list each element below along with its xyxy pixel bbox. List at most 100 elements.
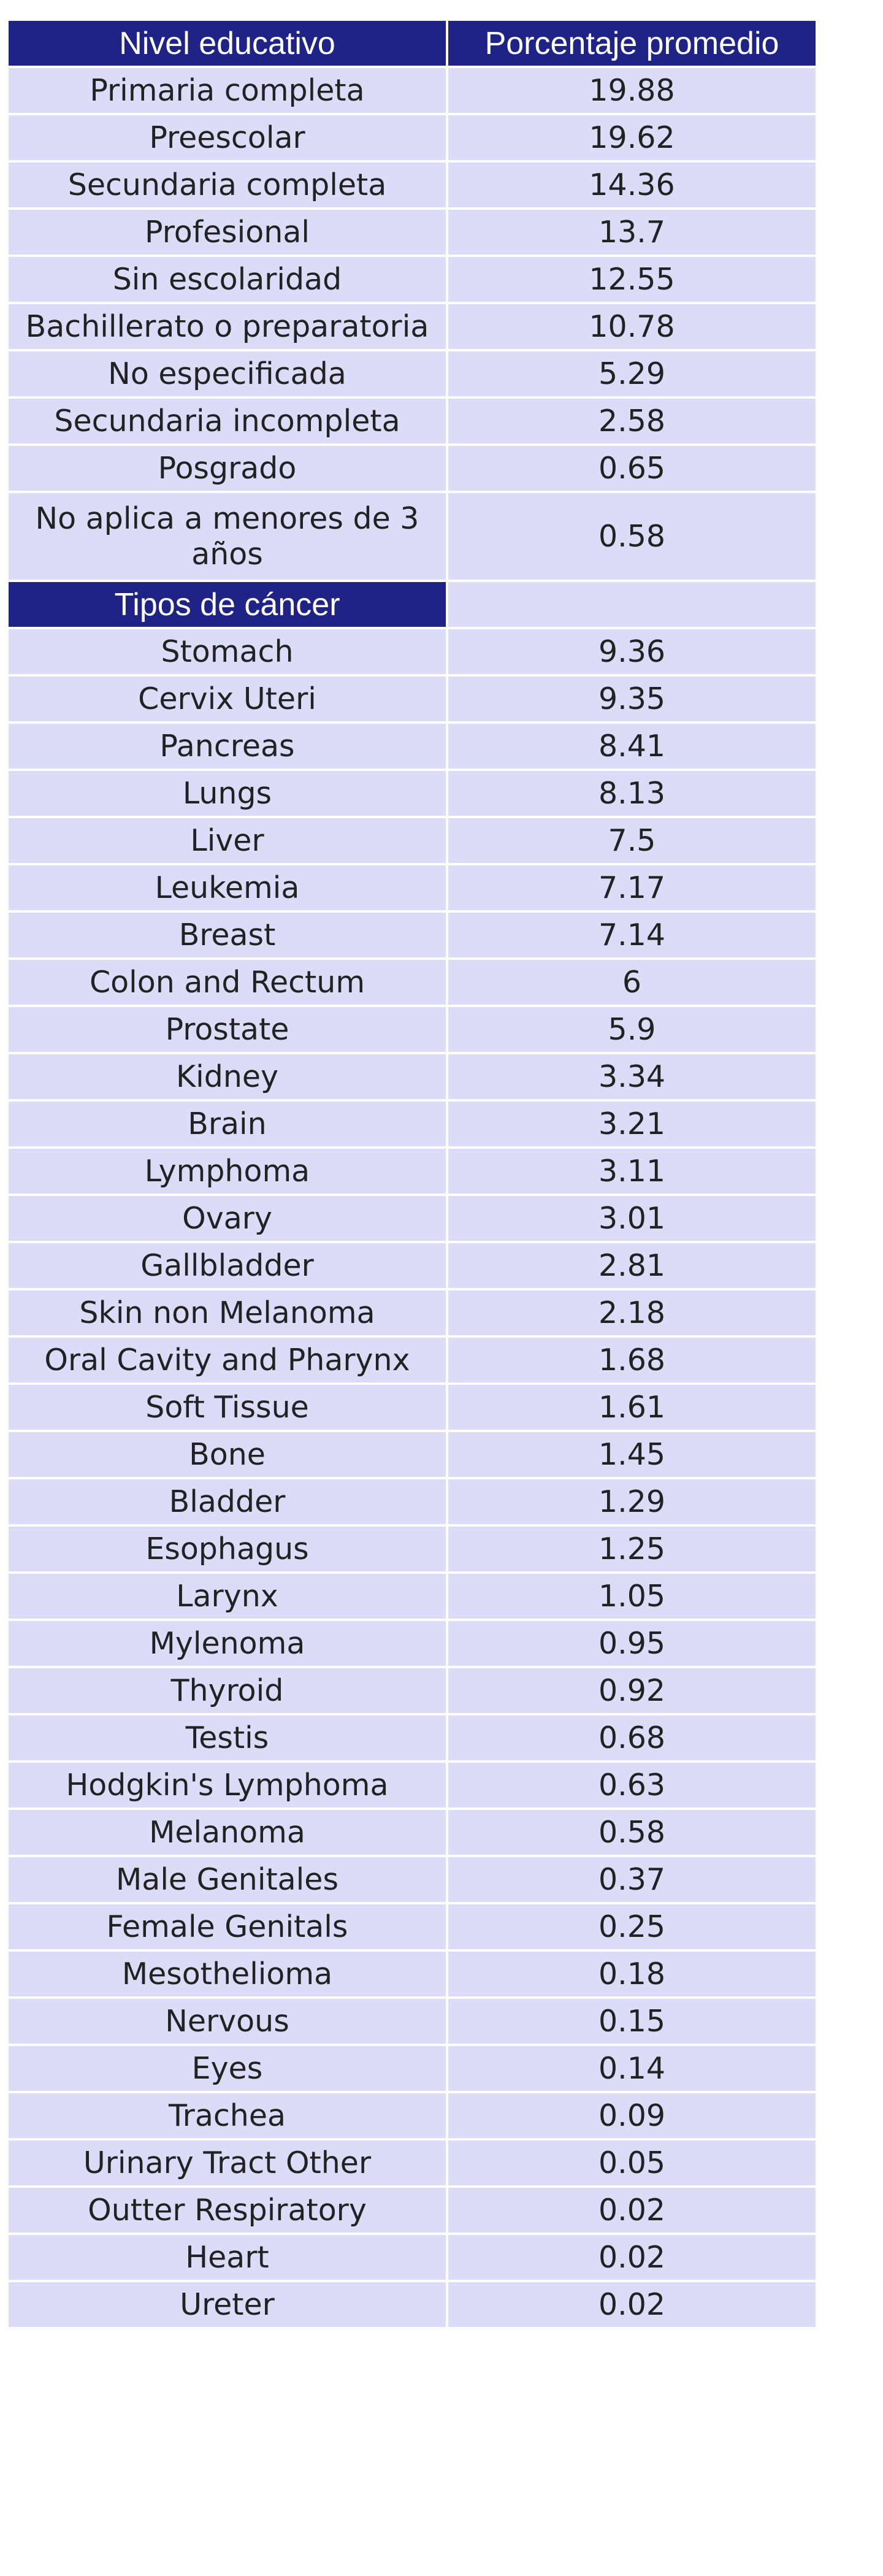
header-empty-cell — [446, 580, 818, 629]
row-value-cell: 0.02 — [446, 2233, 818, 2282]
row-value-cell: 8.41 — [446, 721, 818, 771]
row-label-cell: Kidney — [6, 1052, 448, 1102]
cancer-row: Leukemia 7.17 — [6, 863, 818, 913]
row-value-cell: 1.05 — [446, 1571, 818, 1621]
table-body: Nivel educativo Porcentaje promedio Prim… — [6, 18, 818, 2329]
row-value-cell: 0.14 — [446, 2044, 818, 2093]
row-value-cell: 0.65 — [446, 443, 818, 493]
row-label-cell: No aplica a menores de 3 años — [6, 491, 448, 582]
row-label-cell: Thyroid — [6, 1666, 448, 1715]
row-label-cell: Secundaria incompleta — [6, 396, 448, 446]
cancer-row: Soft Tissue 1.61 — [6, 1382, 818, 1432]
education-row: Sin escolaridad 12.55 — [6, 255, 818, 304]
row-label-cell: Secundaria completa — [6, 160, 448, 210]
row-label-cell: Liver — [6, 816, 448, 865]
header-cancer-types: Tipos de cáncer — [6, 580, 448, 629]
row-value-cell: 1.45 — [446, 1430, 818, 1479]
row-value-cell: 1.61 — [446, 1382, 818, 1432]
cancer-row: Larynx 1.05 — [6, 1571, 818, 1621]
cancer-row: Oral Cavity and Pharynx 1.68 — [6, 1335, 818, 1385]
row-label-cell: Testis — [6, 1713, 448, 1763]
row-label-cell: Oral Cavity and Pharynx — [6, 1335, 448, 1385]
row-label-cell: Stomach — [6, 627, 448, 677]
education-row: Preescolar 19.62 — [6, 113, 818, 163]
row-label-cell: Melanoma — [6, 1807, 448, 1857]
row-value-cell: 5.29 — [446, 349, 818, 399]
row-label-cell: Larynx — [6, 1571, 448, 1621]
cancer-row: Outter Respiratory 0.02 — [6, 2185, 818, 2235]
cancer-row: Prostate 5.9 — [6, 1005, 818, 1054]
row-value-cell: 6 — [446, 957, 818, 1007]
row-value-cell: 7.5 — [446, 816, 818, 865]
row-label-cell: Colon and Rectum — [6, 957, 448, 1007]
row-label-cell: Urinary Tract Other — [6, 2138, 448, 2188]
cancer-row: Melanoma 0.58 — [6, 1807, 818, 1857]
row-label-cell: Preescolar — [6, 113, 448, 163]
cancer-row: Kidney 3.34 — [6, 1052, 818, 1102]
cancer-row: Male Genitales 0.37 — [6, 1855, 818, 1904]
cancer-row: Skin non Melanoma 2.18 — [6, 1288, 818, 1338]
row-label-cell: Bladder — [6, 1477, 448, 1527]
row-label-cell: Bone — [6, 1430, 448, 1479]
cancer-row: Urinary Tract Other 0.05 — [6, 2138, 818, 2188]
row-label-cell: Female Genitals — [6, 1902, 448, 1952]
row-label-cell: Posgrado — [6, 443, 448, 493]
row-label-cell: Gallbladder — [6, 1241, 448, 1290]
header-education-level: Nivel educativo — [6, 18, 448, 68]
row-value-cell: 0.02 — [446, 2185, 818, 2235]
row-label-cell: Outter Respiratory — [6, 2185, 448, 2235]
table-header-row: Nivel educativo Porcentaje promedio — [6, 18, 818, 68]
row-label-cell: Lymphoma — [6, 1146, 448, 1196]
row-label-cell: Ovary — [6, 1194, 448, 1243]
cancer-row: Mylenoma 0.95 — [6, 1619, 818, 1668]
cancer-row: Thyroid 0.92 — [6, 1666, 818, 1715]
cancer-row: Female Genitals 0.25 — [6, 1902, 818, 1952]
row-value-cell: 0.18 — [446, 1949, 818, 1999]
row-label-cell: Sin escolaridad — [6, 255, 448, 304]
row-value-cell: 0.68 — [446, 1713, 818, 1763]
row-value-cell: 0.02 — [446, 2280, 818, 2329]
education-row: Profesional 13.7 — [6, 207, 818, 257]
row-value-cell: 0.92 — [446, 1666, 818, 1715]
row-value-cell: 19.62 — [446, 113, 818, 163]
cancer-row: Lymphoma 3.11 — [6, 1146, 818, 1196]
row-value-cell: 1.25 — [446, 1524, 818, 1574]
row-label-cell: Brain — [6, 1099, 448, 1149]
row-label-cell: Breast — [6, 910, 448, 960]
row-value-cell: 1.29 — [446, 1477, 818, 1527]
row-value-cell: 0.58 — [446, 491, 818, 582]
education-row: Primaria completa 19.88 — [6, 66, 818, 115]
header-average-percentage: Porcentaje promedio — [446, 18, 818, 68]
row-label-cell: Esophagus — [6, 1524, 448, 1574]
row-value-cell: 3.01 — [446, 1194, 818, 1243]
row-value-cell: 9.36 — [446, 627, 818, 677]
row-label-cell: Mesothelioma — [6, 1949, 448, 1999]
cancer-row: Ovary 3.01 — [6, 1194, 818, 1243]
education-row: No especificada 5.29 — [6, 349, 818, 399]
cancer-row: Testis 0.68 — [6, 1713, 818, 1763]
row-value-cell: 7.14 — [446, 910, 818, 960]
row-value-cell: 0.05 — [446, 2138, 818, 2188]
cancer-row: Bone 1.45 — [6, 1430, 818, 1479]
cancer-row: Breast 7.14 — [6, 910, 818, 960]
row-value-cell: 12.55 — [446, 255, 818, 304]
row-label-cell: Mylenoma — [6, 1619, 448, 1668]
cancer-row: Cervix Uteri 9.35 — [6, 674, 818, 724]
cancer-row: Nervous 0.15 — [6, 1996, 818, 2046]
row-value-cell: 2.58 — [446, 396, 818, 446]
cancer-row: Pancreas 8.41 — [6, 721, 818, 771]
row-label-cell: Lungs — [6, 769, 448, 818]
row-label-cell: Profesional — [6, 207, 448, 257]
cancer-row: Liver 7.5 — [6, 816, 818, 865]
row-value-cell: 9.35 — [446, 674, 818, 724]
cancer-row: Stomach 9.36 — [6, 627, 818, 677]
cancer-row: Hodgkin's Lymphoma 0.63 — [6, 1760, 818, 1810]
row-value-cell: 1.68 — [446, 1335, 818, 1385]
row-value-cell: 13.7 — [446, 207, 818, 257]
row-value-cell: 0.58 — [446, 1807, 818, 1857]
row-label-cell: Eyes — [6, 2044, 448, 2093]
row-value-cell: 0.09 — [446, 2091, 818, 2141]
row-value-cell: 14.36 — [446, 160, 818, 210]
row-value-cell: 19.88 — [446, 66, 818, 115]
cancer-row: Ureter 0.02 — [6, 2280, 818, 2329]
